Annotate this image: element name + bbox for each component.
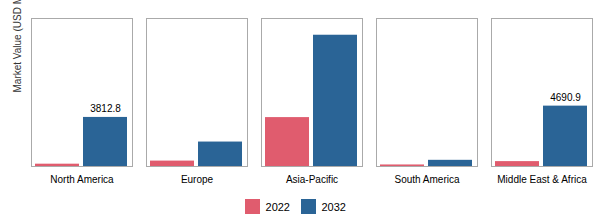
svg-text:4690.9: 4690.9 [550,92,581,103]
svg-text:Europe: Europe [181,174,214,185]
html-text:2022: 2022 [265,200,290,213]
svg-text:North America: North America [50,174,114,185]
svg-text:Middle East & Africa: Middle East & Africa [497,174,587,185]
svg-text:Market Value (USD Million): Market Value (USD Million) [12,0,23,93]
svg-text:South America: South America [394,174,459,185]
html-text:2032: 2032 [321,200,346,213]
svg-text:3812.8: 3812.8 [90,103,121,114]
svg-text:Asia-Pacific: Asia-Pacific [286,174,338,185]
